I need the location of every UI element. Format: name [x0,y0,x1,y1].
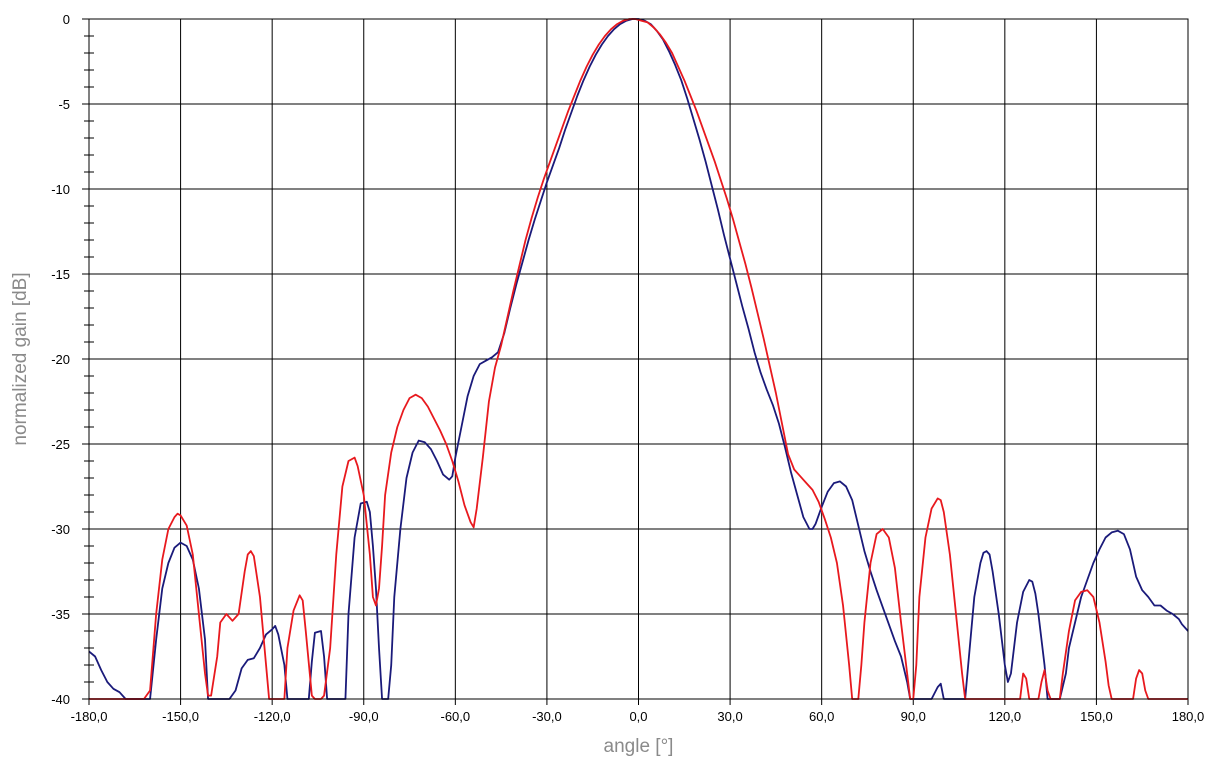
x-tick-label: -30,0 [532,709,562,724]
y-tick-label: -15 [51,267,70,282]
x-tick-label: -120,0 [254,709,291,724]
x-tick-label: -60,0 [441,709,471,724]
y-tick-label: -35 [51,607,70,622]
y-tick-label: -40 [51,692,70,707]
plot-frame [88,18,1189,700]
y-tick-label: -5 [58,97,70,112]
x-tick-label: 180,0 [1172,709,1205,724]
x-axis-title: angle [°] [604,736,674,757]
y-tick-label: -10 [51,182,70,197]
x-tick-label: -150,0 [162,709,199,724]
y-tick-label: -25 [51,437,70,452]
x-tick-label: 30,0 [717,709,742,724]
x-tick-label: 90,0 [901,709,926,724]
x-tick-label: 120,0 [989,709,1022,724]
y-axis-title: normalized gain [dB] [10,272,31,445]
y-tick-label: -20 [51,352,70,367]
y-tick-label: 0 [63,12,70,27]
y-tick-label: -30 [51,522,70,537]
y-tick-labels: 0 -5 -10 -15 -20 -25 -30 -35 -40 [51,12,70,707]
x-tick-label: -90,0 [349,709,379,724]
x-tick-label: 0,0 [629,709,647,724]
series-line-2 [89,18,1188,700]
x-tick-label: 60,0 [809,709,834,724]
x-tick-labels: -180,0 -150,0 -120,0 -90,0 -60,0 -30,0 0,0 30,0… [71,709,1205,724]
x-tick-label: 150,0 [1080,709,1113,724]
x-tick-label: -180,0 [71,709,108,724]
